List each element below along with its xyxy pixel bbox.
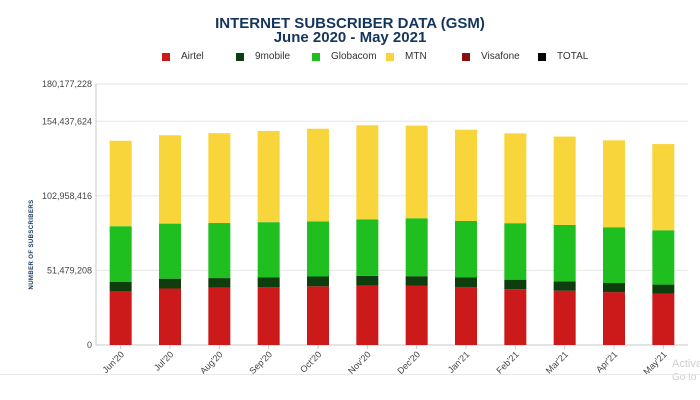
- bar-9mobile: [159, 278, 181, 289]
- bar-globacom: [356, 219, 379, 276]
- bar-mtn: [356, 125, 379, 220]
- bar-9mobile: [109, 281, 132, 292]
- bar-mtn: [652, 144, 675, 231]
- legend-item-9mobile[interactable]: 9mobile: [236, 51, 290, 62]
- bar-airtel: [405, 285, 428, 345]
- bar-airtel: [307, 286, 329, 345]
- y-tick-label: 180,177,228: [42, 79, 92, 89]
- bar-globacom: [603, 227, 625, 284]
- legend-swatch-globacom: [312, 52, 320, 61]
- bar-globacom: [109, 226, 132, 282]
- bar-globacom: [307, 221, 329, 277]
- activate-windows-watermark: Activate Go to Set: [672, 358, 700, 384]
- legend-item-total[interactable]: TOTAL: [538, 51, 588, 62]
- bar-airtel: [553, 290, 576, 345]
- bar-mtn: [109, 140, 132, 227]
- x-tick-label: Feb'21: [494, 349, 520, 375]
- bar-globacom: [405, 218, 428, 277]
- bar-airtel: [257, 287, 280, 345]
- legend-swatch-total: [538, 52, 546, 61]
- x-tick-label: Jun'20: [100, 349, 126, 375]
- watermark-line-2: Go to Set: [672, 372, 700, 383]
- x-tick-label: Oct'20: [298, 349, 323, 374]
- bar-mtn: [504, 133, 527, 224]
- legend-label-airtel: Airtel: [181, 51, 204, 62]
- bottom-divider: [0, 374, 700, 375]
- bar-9mobile: [405, 276, 428, 286]
- legend-item-globacom[interactable]: Globacom: [312, 51, 377, 62]
- bar-globacom: [208, 223, 231, 279]
- x-tick-label: Jan'21: [446, 349, 472, 375]
- bar-mtn: [257, 130, 280, 223]
- legend-item-visafone[interactable]: Visafone: [462, 51, 520, 62]
- x-tick-label: Nov'20: [346, 349, 373, 376]
- bar-mtn: [208, 133, 231, 224]
- legend: Airtel 9mobile Globacom MTN Visafone TOT…: [0, 51, 700, 65]
- bar-9mobile: [257, 277, 280, 288]
- legend-swatch-9mobile: [236, 52, 244, 61]
- bar-mtn: [553, 136, 576, 225]
- bar-9mobile: [455, 277, 477, 288]
- legend-label-visafone: Visafone: [481, 51, 520, 62]
- bar-mtn: [307, 128, 329, 222]
- x-tick-label: Dec'20: [395, 349, 422, 376]
- legend-swatch-mtn: [386, 52, 394, 61]
- legend-label-total: TOTAL: [557, 51, 589, 62]
- y-tick-label: 51,479,208: [47, 265, 92, 275]
- bar-mtn: [159, 135, 181, 224]
- x-tick-label: Jul'20: [152, 349, 176, 373]
- bar-9mobile: [652, 284, 675, 294]
- bar-9mobile: [356, 275, 379, 286]
- chart-title: INTERNET SUBSCRIBER DATA (GSM): [215, 15, 485, 32]
- x-tick-label: Sep'20: [247, 349, 274, 376]
- bar-mtn: [455, 129, 477, 222]
- legend-swatch-airtel: [162, 52, 170, 61]
- x-tick-label: Aug'20: [198, 349, 225, 376]
- x-tick-label: Apr'21: [594, 349, 619, 374]
- legend-item-airtel[interactable]: Airtel: [162, 51, 204, 62]
- bar-globacom: [159, 223, 181, 279]
- bar-globacom: [504, 223, 527, 280]
- watermark-line-1: Activate: [672, 358, 700, 370]
- x-tick-label: Mar'21: [544, 349, 570, 375]
- bar-airtel: [455, 287, 477, 345]
- bar-globacom: [652, 230, 675, 285]
- bar-airtel: [652, 293, 675, 345]
- legend-label-9mobile: 9mobile: [255, 51, 291, 62]
- bar-airtel: [208, 287, 231, 345]
- bar-globacom: [553, 224, 576, 282]
- bar-airtel: [356, 285, 379, 345]
- y-axis-label: NUMBER OF SUBSCRIBERS: [29, 199, 35, 289]
- bar-9mobile: [603, 283, 625, 293]
- chart-subtitle: June 2020 - May 2021: [273, 29, 427, 46]
- bar-globacom: [455, 221, 477, 278]
- y-tick-label: 0: [87, 340, 92, 350]
- bar-mtn: [603, 140, 625, 228]
- x-tick-label: May'21: [641, 349, 668, 376]
- bar-9mobile: [553, 281, 576, 291]
- bar-airtel: [159, 288, 181, 345]
- bar-mtn: [405, 125, 428, 219]
- legend-item-mtn[interactable]: MTN: [386, 51, 427, 62]
- y-tick-label: 102,958,416: [42, 191, 92, 201]
- legend-swatch-visafone: [462, 52, 470, 61]
- bar-9mobile: [307, 276, 329, 287]
- legend-label-mtn: MTN: [405, 51, 427, 62]
- legend-label-globacom: Globacom: [331, 51, 377, 62]
- bar-airtel: [603, 292, 625, 345]
- bar-airtel: [109, 291, 132, 345]
- bar-9mobile: [208, 278, 231, 288]
- bar-globacom: [257, 222, 280, 278]
- bar-9mobile: [504, 279, 527, 290]
- y-tick-label: 154,437,624: [42, 116, 92, 126]
- bar-airtel: [504, 289, 527, 345]
